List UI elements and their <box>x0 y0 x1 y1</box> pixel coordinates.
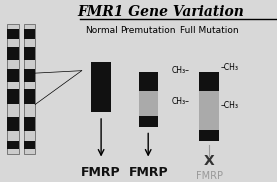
Text: CH₃–: CH₃– <box>172 66 190 75</box>
Bar <box>7 47 19 60</box>
Bar <box>7 118 19 130</box>
Text: FMRP: FMRP <box>196 171 223 181</box>
Text: X: X <box>204 154 214 168</box>
Bar <box>199 72 219 91</box>
Bar <box>24 23 35 154</box>
Bar <box>7 69 19 82</box>
Bar <box>7 141 19 149</box>
Bar <box>24 47 35 60</box>
Text: –CH₃: –CH₃ <box>220 63 238 72</box>
Bar <box>24 69 35 82</box>
Text: FMR1 Gene Variation: FMR1 Gene Variation <box>77 5 244 19</box>
Text: FMRP: FMRP <box>81 166 121 179</box>
Bar <box>24 89 35 104</box>
Text: CH₃–: CH₃– <box>172 97 190 106</box>
Bar <box>24 141 35 149</box>
Bar <box>138 91 158 116</box>
Bar <box>24 29 35 39</box>
Bar <box>91 62 111 112</box>
Text: Normal: Normal <box>85 26 117 35</box>
Bar <box>7 23 19 154</box>
Bar <box>199 91 219 130</box>
Bar <box>138 116 158 127</box>
Bar <box>7 29 19 39</box>
Bar <box>199 130 219 141</box>
Text: Premutation: Premutation <box>120 26 176 35</box>
Bar <box>24 118 35 130</box>
Bar <box>7 89 19 104</box>
Bar <box>138 72 158 91</box>
Text: Full Mutation: Full Mutation <box>180 26 238 35</box>
Text: FMRP: FMRP <box>128 166 168 179</box>
Text: –CH₃: –CH₃ <box>220 101 238 110</box>
